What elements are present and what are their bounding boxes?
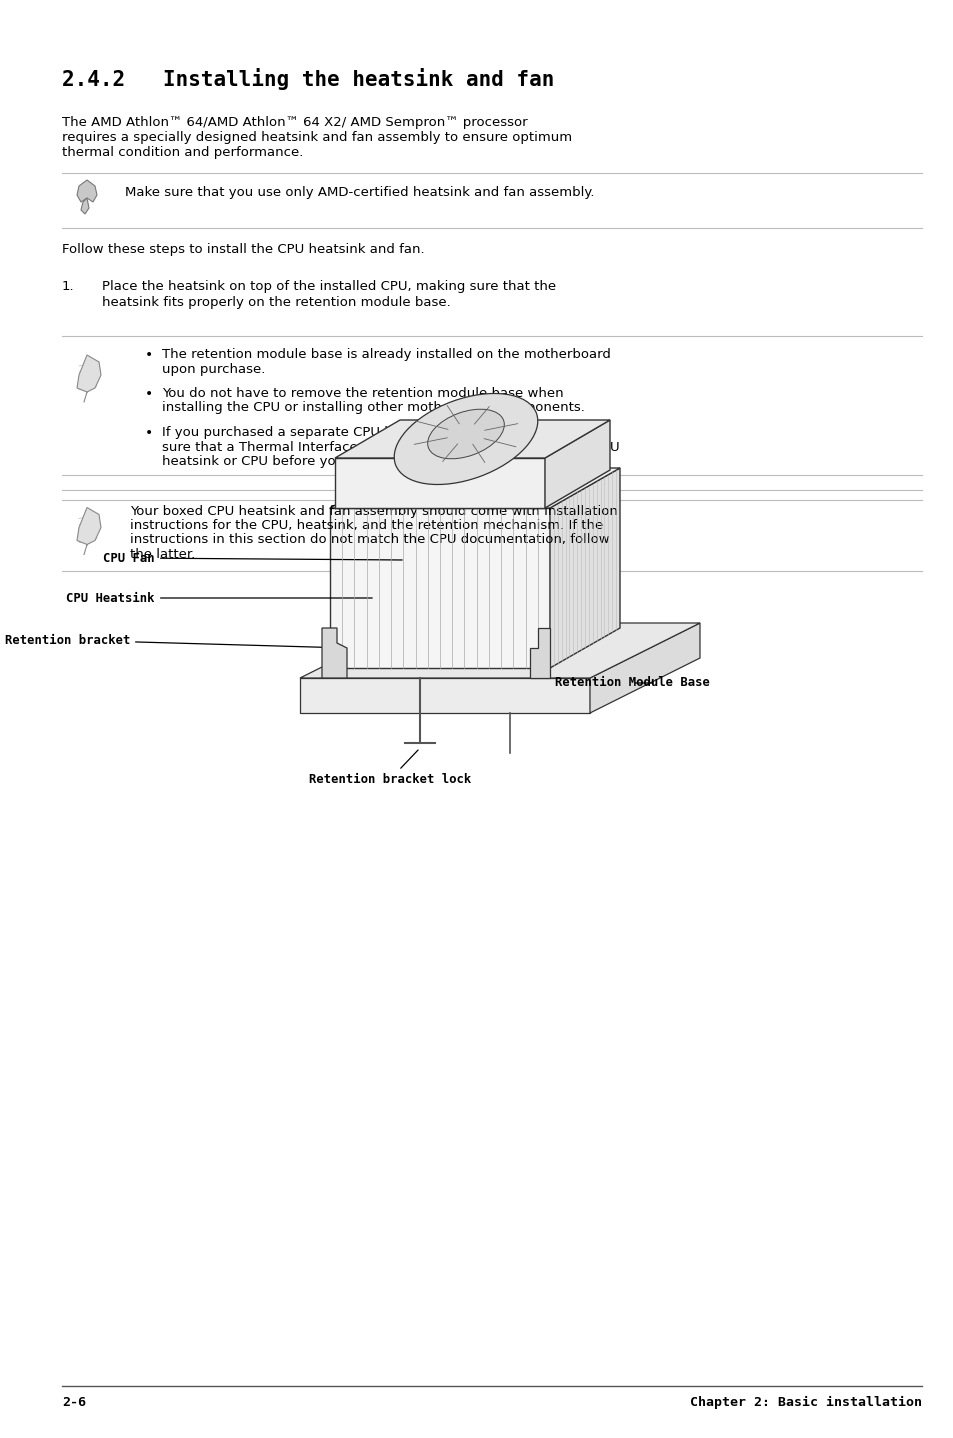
- Text: Place the heatsink on top of the installed CPU, making sure that the: Place the heatsink on top of the install…: [102, 280, 556, 293]
- Text: CPU Fan: CPU Fan: [103, 552, 402, 565]
- Ellipse shape: [394, 394, 537, 485]
- Ellipse shape: [427, 410, 504, 459]
- Text: heatsink fits properly on the retention module base.: heatsink fits properly on the retention …: [102, 296, 450, 309]
- Text: The retention module base is already installed on the motherboard: The retention module base is already ins…: [162, 348, 610, 361]
- Text: instructions in this section do not match the CPU documentation, follow: instructions in this section do not matc…: [130, 533, 609, 546]
- Text: installing the CPU or installing other motherboard components.: installing the CPU or installing other m…: [162, 401, 584, 414]
- Text: Follow these steps to install the CPU heatsink and fan.: Follow these steps to install the CPU he…: [62, 243, 424, 256]
- Polygon shape: [77, 508, 101, 545]
- Text: •: •: [145, 426, 153, 440]
- Text: Make sure that you use only AMD-certified heatsink and fan assembly.: Make sure that you use only AMD-certifie…: [125, 186, 594, 198]
- Text: •: •: [145, 387, 153, 401]
- Text: upon purchase.: upon purchase.: [162, 362, 265, 375]
- Text: 2.4.2   Installing the heatsink and fan: 2.4.2 Installing the heatsink and fan: [62, 68, 554, 91]
- Polygon shape: [77, 180, 97, 201]
- Polygon shape: [299, 677, 589, 713]
- Polygon shape: [77, 355, 101, 393]
- Text: 2-6: 2-6: [62, 1396, 86, 1409]
- Text: Retention Module Base: Retention Module Base: [555, 676, 709, 689]
- Text: If you purchased a separate CPU heatsink and fan assembly, make: If you purchased a separate CPU heatsink…: [162, 426, 608, 439]
- Polygon shape: [322, 628, 347, 677]
- Polygon shape: [335, 420, 609, 457]
- Text: instructions for the CPU, heatsink, and the retention mechanism. If the: instructions for the CPU, heatsink, and …: [130, 519, 602, 532]
- Text: thermal condition and performance.: thermal condition and performance.: [62, 147, 303, 160]
- Polygon shape: [544, 420, 609, 508]
- Polygon shape: [550, 467, 619, 669]
- Text: CPU Heatsink: CPU Heatsink: [67, 591, 372, 604]
- Text: the latter.: the latter.: [130, 548, 195, 561]
- Polygon shape: [330, 467, 619, 508]
- Polygon shape: [530, 628, 550, 677]
- Text: heatsink or CPU before you install the heatsink and fan assembly.: heatsink or CPU before you install the h…: [162, 454, 599, 467]
- Polygon shape: [589, 623, 700, 713]
- Text: The AMD Athlon™ 64/AMD Athlon™ 64 X2/ AMD Sempron™ processor: The AMD Athlon™ 64/AMD Athlon™ 64 X2/ AM…: [62, 116, 527, 129]
- Text: sure that a Thermal Interface Material is properly applied to the CPU: sure that a Thermal Interface Material i…: [162, 440, 619, 453]
- Polygon shape: [330, 508, 550, 669]
- Text: •: •: [145, 348, 153, 362]
- Text: requires a specially designed heatsink and fan assembly to ensure optimum: requires a specially designed heatsink a…: [62, 131, 572, 144]
- Text: Chapter 2: Basic installation: Chapter 2: Basic installation: [689, 1396, 921, 1409]
- Polygon shape: [335, 457, 544, 508]
- Text: You do not have to remove the retention module base when: You do not have to remove the retention …: [162, 387, 563, 400]
- Polygon shape: [81, 198, 89, 214]
- Text: Retention bracket lock: Retention bracket lock: [309, 751, 471, 787]
- Text: Your boxed CPU heatsink and fan assembly should come with installation: Your boxed CPU heatsink and fan assembly…: [130, 505, 618, 518]
- Text: Retention bracket: Retention bracket: [5, 634, 345, 649]
- Polygon shape: [299, 623, 700, 677]
- Text: 1.: 1.: [62, 280, 74, 293]
